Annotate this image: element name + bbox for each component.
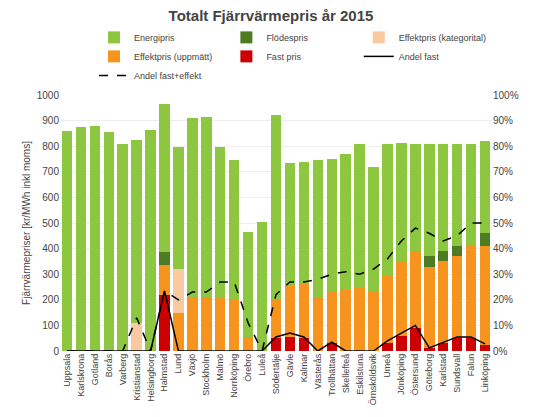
svg-text:Falun: Falun xyxy=(466,354,476,377)
svg-text:Fjärrvärmepriser [kr/MWh inkl: Fjärrvärmepriser [kr/MWh inkl moms] xyxy=(21,141,32,305)
svg-text:Luleå: Luleå xyxy=(257,354,267,376)
svg-text:Effektpris (uppmätt): Effektpris (uppmätt) xyxy=(134,52,212,62)
svg-text:700: 700 xyxy=(42,166,59,177)
svg-text:100%: 100% xyxy=(493,90,519,101)
svg-text:0%: 0% xyxy=(493,346,508,357)
svg-text:Sundsvall: Sundsvall xyxy=(452,354,462,393)
svg-text:90%: 90% xyxy=(493,115,513,126)
svg-text:Jönköping: Jönköping xyxy=(396,354,406,395)
svg-text:10%: 10% xyxy=(493,320,513,331)
svg-text:Linköping: Linköping xyxy=(480,354,490,393)
svg-text:Stockholm: Stockholm xyxy=(201,354,211,396)
svg-text:200: 200 xyxy=(42,294,59,305)
svg-text:Helsingborg: Helsingborg xyxy=(146,354,156,402)
svg-text:40%: 40% xyxy=(493,243,513,254)
svg-text:20%: 20% xyxy=(493,294,513,305)
svg-text:Kalmar: Kalmar xyxy=(299,354,309,383)
svg-text:Gävle: Gävle xyxy=(285,354,295,378)
svg-text:80%: 80% xyxy=(493,141,513,152)
svg-text:Eskilstuna: Eskilstuna xyxy=(355,354,365,395)
svg-text:1000: 1000 xyxy=(37,90,60,101)
svg-text:600: 600 xyxy=(42,192,59,203)
svg-text:70%: 70% xyxy=(493,166,513,177)
svg-text:Trollhättan: Trollhättan xyxy=(327,354,337,396)
svg-text:Andel fast: Andel fast xyxy=(399,52,440,62)
svg-text:Totalt Fjärrvärmepris år 2015: Totalt Fjärrvärmepris år 2015 xyxy=(169,7,374,24)
svg-text:Halmstad: Halmstad xyxy=(159,354,169,392)
svg-text:Kristianstad: Kristianstad xyxy=(132,354,142,401)
svg-text:Umeå: Umeå xyxy=(382,354,392,378)
svg-text:Södertälje: Södertälje xyxy=(271,354,281,395)
svg-text:Uppsala: Uppsala xyxy=(62,354,72,387)
svg-text:Flödespris: Flödespris xyxy=(266,33,308,43)
svg-text:Malmö: Malmö xyxy=(215,354,225,381)
svg-text:Östersund: Östersund xyxy=(410,354,420,396)
svg-text:Andel fast+effekt: Andel fast+effekt xyxy=(134,71,202,81)
svg-text:Skellefteå: Skellefteå xyxy=(341,354,351,394)
svg-text:Örnsköldsvik: Örnsköldsvik xyxy=(368,353,378,405)
svg-text:900: 900 xyxy=(42,115,59,126)
svg-text:Lund: Lund xyxy=(173,354,183,374)
svg-text:Örebro: Örebro xyxy=(243,354,253,382)
svg-text:100: 100 xyxy=(42,320,59,331)
svg-text:Gotland: Gotland xyxy=(90,354,100,386)
svg-text:Karlstad: Karlstad xyxy=(438,354,448,387)
svg-text:300: 300 xyxy=(42,269,59,280)
svg-text:500: 500 xyxy=(42,218,59,229)
svg-text:Effektpris (kategorital): Effektpris (kategorital) xyxy=(399,33,486,43)
svg-text:400: 400 xyxy=(42,243,59,254)
svg-text:Växjö: Växjö xyxy=(187,354,197,377)
svg-text:Norrköping: Norrköping xyxy=(229,354,239,398)
svg-text:Varberg: Varberg xyxy=(118,354,128,385)
svg-text:0: 0 xyxy=(53,346,59,357)
svg-text:60%: 60% xyxy=(493,192,513,203)
svg-text:30%: 30% xyxy=(493,269,513,280)
svg-text:Karlskrona: Karlskrona xyxy=(76,354,86,397)
svg-text:50%: 50% xyxy=(493,218,513,229)
svg-text:Fast pris: Fast pris xyxy=(266,52,301,62)
svg-text:Göteborg: Göteborg xyxy=(424,354,434,392)
svg-text:Borås: Borås xyxy=(104,353,114,377)
svg-text:800: 800 xyxy=(42,141,59,152)
svg-text:Västerås: Västerås xyxy=(313,353,323,389)
svg-text:Energipris: Energipris xyxy=(134,33,175,43)
